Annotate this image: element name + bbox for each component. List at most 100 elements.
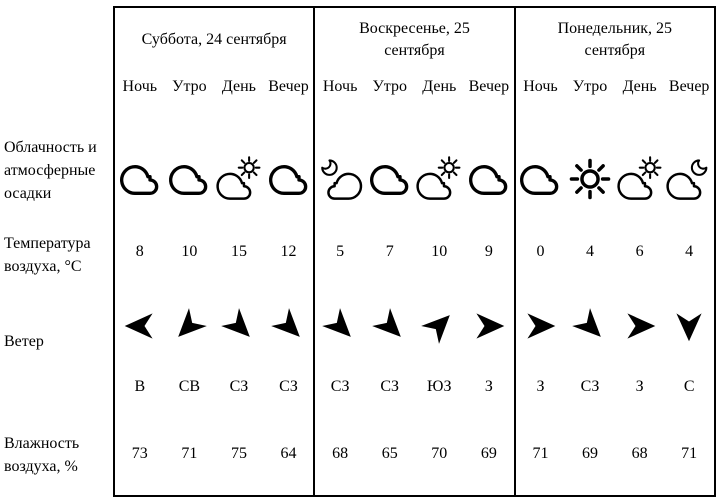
temperature-value: 6 [635, 243, 644, 260]
weather-icons-row [315, 136, 513, 200]
wind-direction-value: С [683, 378, 695, 395]
time-header-row: Ночь Утро День Вечер [315, 72, 513, 102]
wind-arrow-icon [264, 300, 314, 352]
cloud-moon-icon [664, 136, 714, 200]
row-label-cloudiness: Облачность и атмосферные осадки [4, 139, 97, 202]
row-label-humidity: Влажность воздуха, % [4, 435, 80, 475]
weather-icons-row [115, 136, 313, 200]
humidity-value: 68 [332, 445, 349, 462]
row-label-wind: Ветер [4, 333, 44, 350]
wind-arrow-icon [664, 300, 714, 352]
weather-icons-row [516, 136, 714, 200]
temperature-value: 10 [431, 243, 448, 260]
wind-arrows-row [516, 300, 714, 352]
day-column: Воскресенье, 25 сентября Ночь Утро День Вече… [313, 8, 513, 495]
wind-directions-row: СЗ СЗ ЮЗ З [315, 372, 513, 402]
temperature-value: 7 [385, 243, 394, 260]
wind-arrow-icon [414, 300, 464, 352]
cloud-sun-icon [615, 136, 665, 200]
time-label: День [422, 78, 457, 95]
temperature-row: 8 10 15 12 [115, 236, 313, 268]
wind-arrows-row [115, 300, 313, 352]
temperature-value: 5 [336, 243, 345, 260]
wind-direction-value: СВ [178, 378, 201, 395]
cloud-sun-icon [214, 136, 264, 200]
wind-direction-value: СЗ [229, 378, 249, 395]
wind-arrow-icon [615, 300, 665, 352]
wind-directions-row: З СЗ З С [516, 372, 714, 402]
humidity-value: 68 [631, 445, 648, 462]
time-label: Вечер [468, 78, 510, 95]
row-labels-column: Облачность и атмосферные осадки Температ… [0, 0, 110, 504]
wind-arrow-icon [315, 300, 365, 352]
wind-direction-value: СЗ [279, 378, 298, 395]
sun-icon [565, 136, 615, 200]
day-column: Понедельник, 25 сентября Ночь Утро День Вече… [513, 8, 714, 495]
humidity-value: 64 [280, 445, 297, 462]
wind-direction-value: СЗ [580, 378, 600, 395]
temperature-value: 4 [685, 243, 694, 260]
cloud-icon [115, 136, 165, 200]
time-header-row: Ночь Утро День Вечер [115, 72, 313, 102]
humidity-value: 71 [181, 445, 198, 462]
humidity-value: 71 [681, 445, 698, 462]
temperature-value: 8 [135, 243, 144, 260]
wind-direction-value: В [134, 378, 146, 395]
wind-directions-row: В СВ СЗ СЗ [115, 372, 313, 402]
time-label: Утро [372, 78, 407, 95]
time-label: Ночь [523, 78, 558, 95]
temperature-value: 10 [181, 243, 198, 260]
day-title: Суббота, 24 сентября [141, 31, 287, 48]
moon-cloud-icon [315, 136, 365, 200]
wind-arrow-icon [516, 300, 566, 352]
wind-direction-value: З [484, 378, 493, 395]
humidity-value: 73 [131, 445, 148, 462]
time-label: День [622, 78, 657, 95]
humidity-value: 75 [230, 445, 247, 462]
temperature-value: 15 [230, 243, 247, 260]
wind-direction-value: СЗ [330, 378, 350, 395]
humidity-value: 70 [431, 445, 448, 462]
wind-direction-value: СЗ [380, 378, 400, 395]
temperature-value: 0 [536, 243, 545, 260]
wind-direction-value: ЮЗ [427, 378, 452, 395]
cloud-icon [516, 136, 566, 200]
temperature-row: 5 7 10 9 [315, 236, 513, 268]
wind-arrow-icon [165, 300, 215, 352]
time-label: Вечер [668, 78, 710, 95]
temperature-value: 12 [280, 243, 297, 260]
wind-direction-value: З [536, 378, 545, 395]
row-label-temperature: Температура воздуха, °C [4, 235, 91, 275]
day-title: Воскресенье, 25 сентября [359, 20, 470, 59]
wind-arrow-icon [565, 300, 615, 352]
temperature-value: 9 [484, 243, 493, 260]
time-label: Вечер [268, 78, 309, 95]
humidity-row: 68 65 70 69 [315, 438, 513, 470]
time-header-row: Ночь Утро День Вечер [516, 72, 714, 102]
time-label: Ночь [122, 78, 158, 95]
cloud-icon [365, 136, 415, 200]
wind-arrow-icon [214, 300, 264, 352]
time-label: Ночь [322, 78, 358, 95]
wind-direction-value: З [635, 378, 644, 395]
wind-arrow-icon [464, 300, 514, 352]
temperature-row: 0 4 6 4 [516, 236, 714, 268]
cloud-icon [464, 136, 514, 200]
humidity-row: 71 69 68 71 [516, 438, 714, 470]
time-label: День [221, 78, 256, 95]
humidity-row: 73 71 75 64 [115, 438, 313, 470]
forecast-grid: Суббота, 24 сентября Ночь Утро День Вечер 8 1… [113, 6, 716, 497]
cloud-icon [165, 136, 215, 200]
humidity-value: 69 [582, 445, 599, 462]
humidity-value: 65 [381, 445, 398, 462]
wind-arrow-icon [365, 300, 415, 352]
time-label: Утро [172, 78, 207, 95]
wind-arrow-icon [115, 300, 165, 352]
humidity-value: 69 [480, 445, 497, 462]
cloud-sun-icon [414, 136, 464, 200]
time-label: Утро [572, 78, 608, 95]
cloud-icon [264, 136, 314, 200]
humidity-value: 71 [532, 445, 549, 462]
day-column: Суббота, 24 сентября Ночь Утро День Вечер 8 1… [115, 8, 313, 495]
